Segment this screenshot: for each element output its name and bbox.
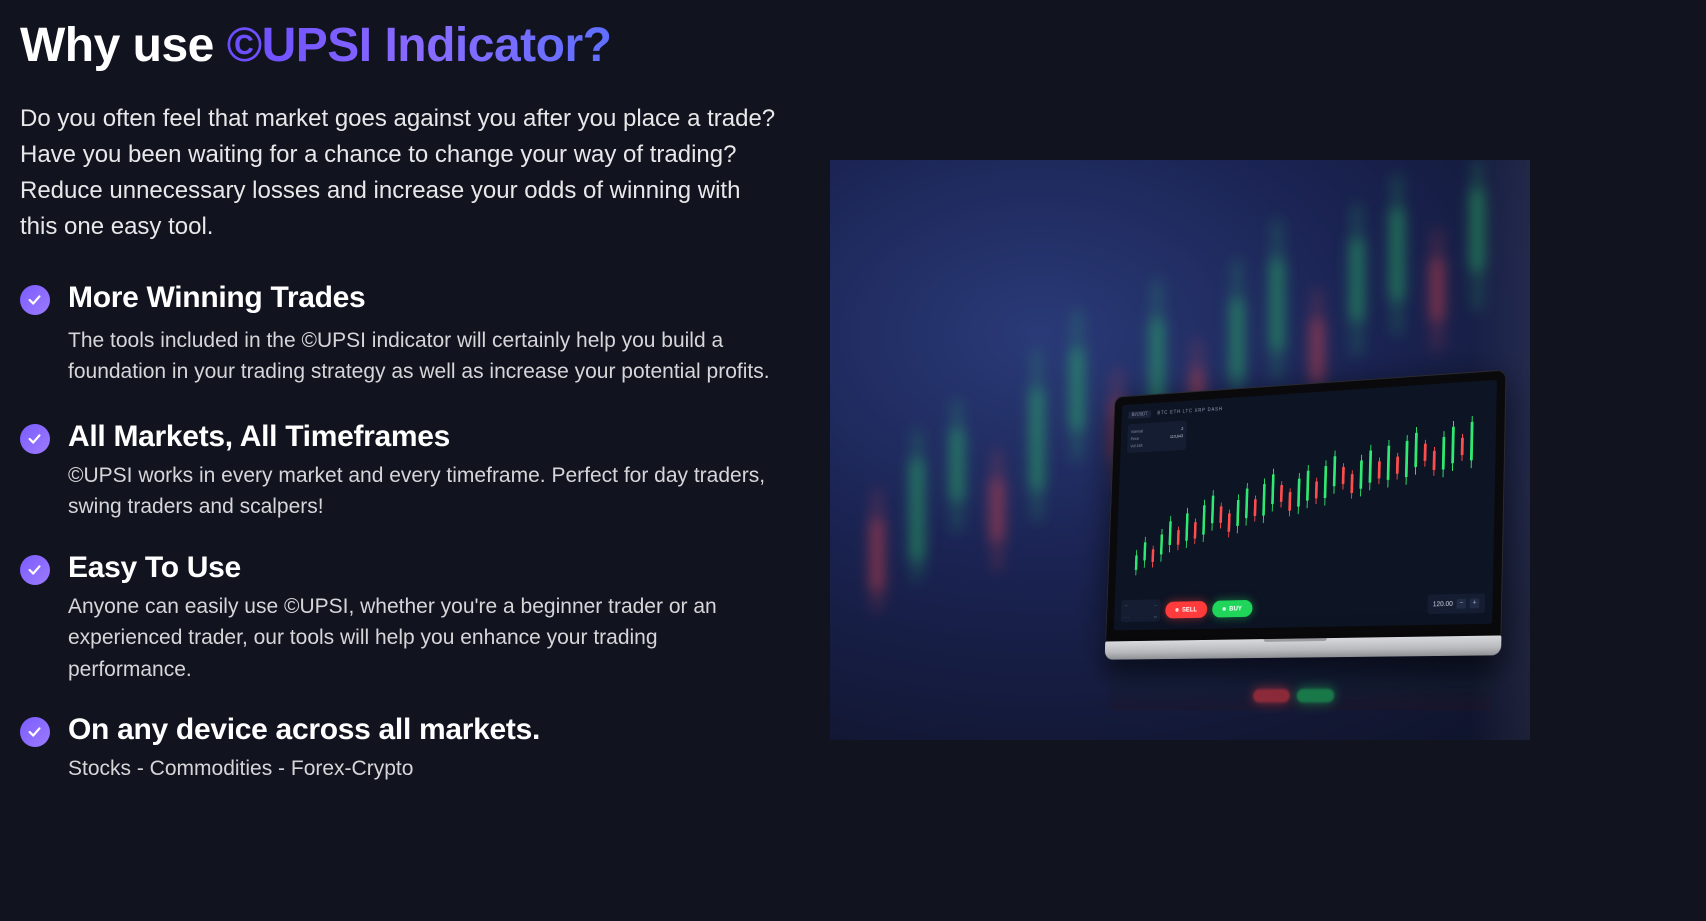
feature-description: Stocks - Commodities - Forex-Crypto <box>68 753 780 785</box>
trading-illustration: BI/USDT BTC ETH LTC XRP DASH Interval2Pr… <box>830 160 1530 740</box>
screen-ticker-tag: BI/USDT <box>1128 410 1151 419</box>
price-minus-icon[interactable]: − <box>1456 599 1466 609</box>
content-column: Why use ©UPSI Indicator? Do you often fe… <box>20 20 780 813</box>
sell-button-label: SELL <box>1182 606 1197 613</box>
feature-body: All Markets, All Timeframes ©UPSI works i… <box>68 420 780 523</box>
feature-body: On any device across all markets. Stocks … <box>68 713 780 785</box>
feature-description: ©UPSI works in every market and every ti… <box>68 460 780 523</box>
check-icon <box>20 717 50 747</box>
feature-body: More Winning Trades The tools included in… <box>68 281 780 388</box>
buy-button-label: BUY <box>1229 605 1242 612</box>
laptop-screen: BI/USDT BTC ETH LTC XRP DASH Interval2Pr… <box>1114 380 1497 631</box>
illustration-column: BI/USDT BTC ETH LTC XRP DASH Interval2Pr… <box>830 20 1686 813</box>
buy-button[interactable]: BUY <box>1212 600 1252 618</box>
intro-paragraph: Do you often feel that market goes again… <box>20 101 780 245</box>
heading-accent: ©UPSI Indicator? <box>227 19 612 72</box>
feature-body: Easy To Use Anyone can easily use ©UPSI, … <box>68 551 780 686</box>
feature-item: More Winning Trades The tools included in… <box>20 281 780 388</box>
check-icon <box>20 424 50 454</box>
feature-title: More Winning Trades <box>68 281 780 315</box>
feature-item: On any device across all markets. Stocks … <box>20 713 780 785</box>
sell-button[interactable]: SELL <box>1165 601 1207 619</box>
check-icon <box>20 555 50 585</box>
feature-title: Easy To Use <box>68 551 780 585</box>
feature-title: All Markets, All Timeframes <box>68 420 780 454</box>
laptop-bezel: BI/USDT BTC ETH LTC XRP DASH Interval2Pr… <box>1105 370 1506 644</box>
laptop-mockup: BI/USDT BTC ETH LTC XRP DASH Interval2Pr… <box>1103 370 1507 710</box>
laptop-reflection <box>1109 655 1493 710</box>
feature-description: Anyone can easily use ©UPSI, whether you… <box>68 591 780 686</box>
price-stepper[interactable]: 120.00 − + <box>1427 593 1485 614</box>
price-plus-icon[interactable]: + <box>1470 598 1480 608</box>
screen-mini-panel-left: —— · · ·▭ <box>1121 599 1161 622</box>
feature-item: All Markets, All Timeframes ©UPSI works i… <box>20 420 780 523</box>
section-heading: Why use ©UPSI Indicator? <box>20 20 780 73</box>
page-root: Why use ©UPSI Indicator? Do you often fe… <box>0 0 1706 813</box>
feature-description: The tools included in the ©UPSI indicato… <box>68 325 780 388</box>
screen-candlestick-chart <box>1123 409 1487 593</box>
screen-menu-items: BTC ETH LTC XRP DASH <box>1157 407 1222 417</box>
screen-bottom-bar: —— · · ·▭ SELL BUY 120.00 − + <box>1120 588 1485 624</box>
check-icon <box>20 285 50 315</box>
heading-prefix: Why use <box>20 19 227 72</box>
feature-title: On any device across all markets. <box>68 713 780 747</box>
features-list: More Winning Trades The tools included in… <box>20 281 780 785</box>
feature-item: Easy To Use Anyone can easily use ©UPSI, … <box>20 551 780 686</box>
price-value: 120.00 <box>1433 600 1453 607</box>
